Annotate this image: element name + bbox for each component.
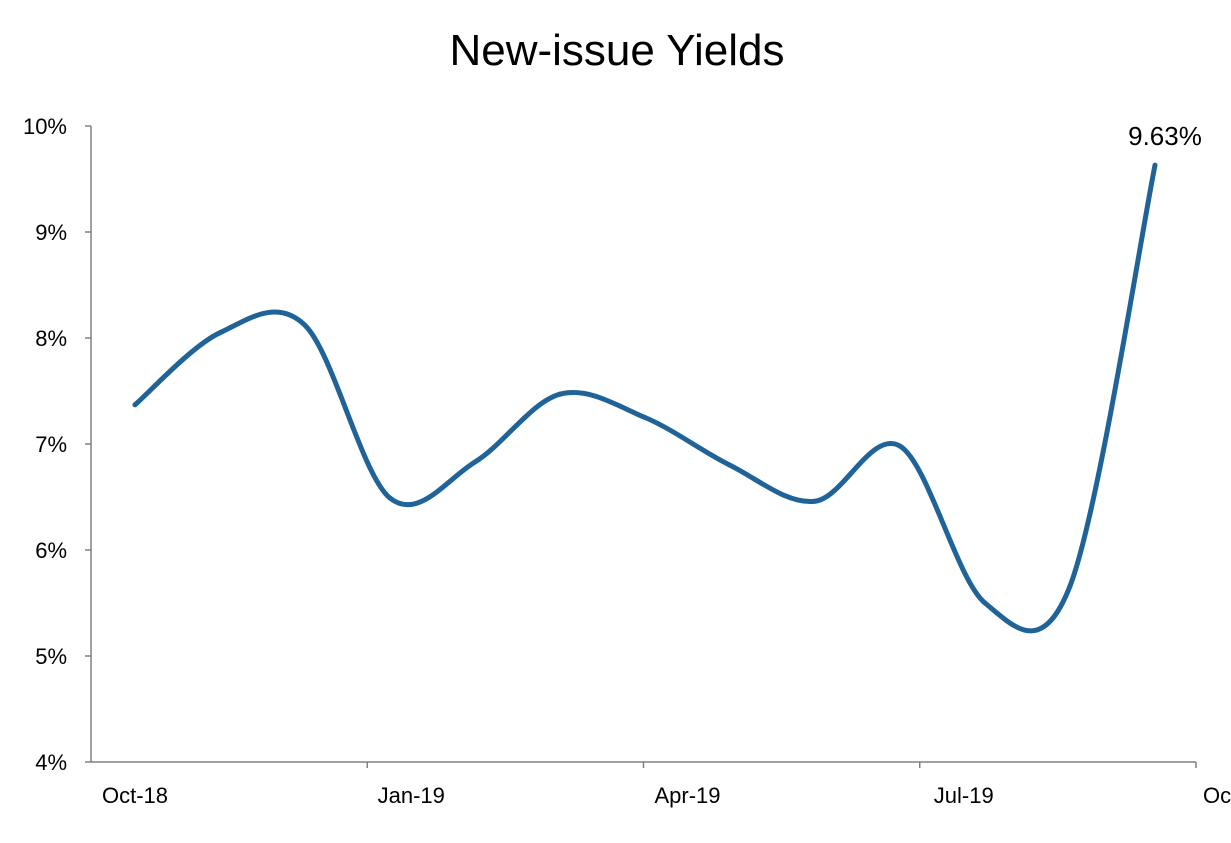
- y-tick-label: 4%: [35, 750, 67, 775]
- data-point-nov-18: [217, 330, 223, 336]
- series-line-new-issue-yields: [132, 162, 1158, 634]
- data-point-apr-19: [642, 415, 648, 420]
- y-tick-label: 5%: [35, 644, 67, 669]
- data-point-jul-19: [897, 443, 903, 449]
- x-tick-label: Jul-19: [934, 783, 994, 808]
- x-tick-label: Jan-19: [378, 783, 445, 808]
- data-point-aug-19: [982, 600, 988, 606]
- y-tick-label: 10%: [23, 114, 67, 139]
- data-label: 9.63%: [1128, 121, 1202, 151]
- data-point-sep-19: [1067, 583, 1073, 589]
- data-point-dec-18: [302, 322, 308, 328]
- data-point-mar-19: [557, 391, 563, 397]
- x-axis-ticks: Oct-18 Jan-19 Apr-19 Jul-19 Oct-19: [102, 762, 1231, 808]
- y-tick-label: 6%: [35, 538, 67, 563]
- x-tick-label: Oct-19: [1203, 783, 1231, 808]
- y-tick-label: 7%: [35, 432, 67, 457]
- data-point-oct-19: [1152, 162, 1158, 168]
- data-points: [132, 162, 1158, 606]
- data-point-may-19: [727, 462, 733, 468]
- x-tick-label: Apr-19: [654, 783, 720, 808]
- data-point-jun-19: [812, 498, 818, 504]
- data-point-jan-19: [387, 495, 393, 501]
- data-point-feb-19: [472, 459, 478, 465]
- y-axis-ticks: 4% 5% 6% 7% 8% 9% 10%: [23, 114, 91, 775]
- y-tick-label: 9%: [35, 220, 67, 245]
- chart-title: New-issue Yields: [449, 26, 784, 75]
- y-tick-label: 8%: [35, 326, 67, 351]
- x-tick-label: Oct-18: [102, 783, 168, 808]
- data-point-oct-18: [132, 402, 138, 408]
- data-labels: 9.63%: [1128, 121, 1202, 151]
